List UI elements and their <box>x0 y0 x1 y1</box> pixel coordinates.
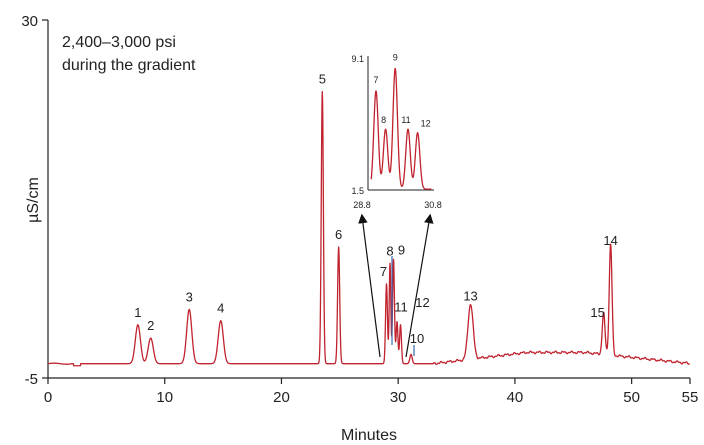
peak-label-4: 4 <box>217 301 224 316</box>
inset-y-tick-top: 9.1 <box>351 54 364 64</box>
x-tick-label-0: 0 <box>44 389 52 406</box>
inset-peak-label-11: 11 <box>401 115 410 125</box>
x-tick-label-10: 10 <box>156 389 173 406</box>
peak-label-3: 3 <box>186 289 193 304</box>
inset-x-tick-left: 28.8 <box>353 200 371 210</box>
peak-label-7: 7 <box>380 264 387 279</box>
peak-label-9: 9 <box>398 242 405 257</box>
peak-label-15: 15 <box>590 305 604 320</box>
inset-peak-label-12: 12 <box>421 119 431 129</box>
peak-label-5: 5 <box>319 72 326 87</box>
peak-label-6: 6 <box>335 227 342 242</box>
zoom-arrow-left <box>358 213 381 358</box>
inset-peak-label-7: 7 <box>373 75 378 85</box>
annotation-line-2: during the gradient <box>62 57 196 74</box>
y-tick-label-bottom: -5 <box>25 371 38 388</box>
inset-zoom: 9.1 1.5 28.8 30.8 7 8 9 11 12 <box>351 52 441 210</box>
peak-label-2: 2 <box>147 318 154 333</box>
inset-x-tick-right: 30.8 <box>424 200 442 210</box>
x-axis-title: Minutes <box>341 427 397 444</box>
annotation-line-1: 2,400–3,000 psi <box>62 34 176 51</box>
x-tick-label-40: 40 <box>507 389 524 406</box>
peak-label-11: 11 <box>394 300 408 315</box>
x-tick-label-20: 20 <box>273 389 290 406</box>
x-tick-label-55: 55 <box>682 389 699 406</box>
x-tick-label-30: 30 <box>390 389 407 406</box>
chromatogram-trace <box>47 90 691 367</box>
inset-y-tick-bottom: 1.5 <box>351 186 364 196</box>
x-tick-label-50: 50 <box>623 389 640 406</box>
inset-peak-label-9: 9 <box>393 52 398 62</box>
peak-label-1: 1 <box>134 305 141 320</box>
y-axis-title: µS/cm <box>25 177 42 223</box>
peak-label-14: 14 <box>603 233 617 248</box>
zoom-arrow-right <box>405 213 434 358</box>
peak-label-13: 13 <box>463 288 477 303</box>
inset-peak-label-8: 8 <box>381 115 386 125</box>
inset-trace <box>370 67 432 190</box>
peak-label-10: 10 <box>410 331 424 346</box>
peak-label-12: 12 <box>415 295 429 310</box>
peak-label-8: 8 <box>386 243 393 258</box>
y-tick-label-top: 30 <box>21 13 38 30</box>
